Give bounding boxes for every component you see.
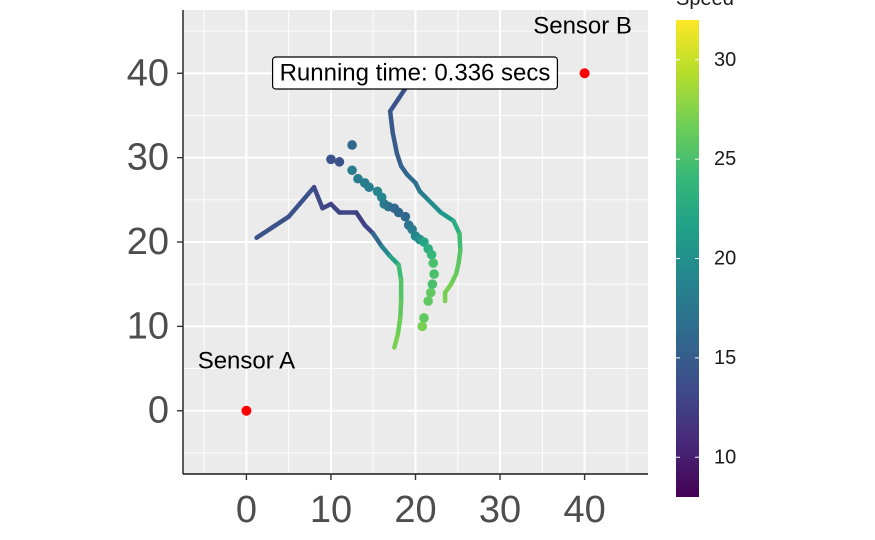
x-tick-label: 20	[394, 489, 436, 531]
x-tick-label: 30	[479, 489, 521, 531]
track-point	[419, 313, 429, 323]
track-point	[423, 296, 433, 306]
track-point	[347, 165, 357, 176]
track-segment	[387, 96, 401, 114]
legend: Speed 10 15 20 25 30	[676, 0, 736, 497]
y-tick-label: 10	[127, 305, 169, 347]
sensor-label: Sensor B	[533, 12, 632, 39]
track-segment	[395, 315, 403, 338]
legend-tick-label: 25	[714, 148, 736, 170]
track-segment	[425, 197, 444, 215]
track-point	[364, 182, 374, 192]
sensors: Sensor A Sensor B	[198, 12, 632, 416]
x-tick-label: 0	[236, 489, 257, 531]
legend-ticks: 10 15 20 25 30	[676, 49, 736, 468]
annotation-box	[271, 56, 559, 90]
track-segment	[398, 298, 404, 321]
annotation: Running time: 0.336 secs	[271, 56, 559, 90]
track-point	[347, 140, 357, 150]
track-segment	[286, 184, 317, 219]
legend-title: Speed	[676, 0, 734, 10]
track-segment	[390, 130, 400, 156]
sensor-point	[579, 68, 590, 79]
legend-tick-label: 20	[714, 248, 736, 270]
y-tick-label: 30	[127, 137, 169, 179]
track-segment	[396, 262, 404, 283]
track-segment	[370, 231, 384, 249]
legend-colorbar	[676, 20, 699, 497]
track-segment	[438, 210, 456, 224]
legend-tick-label: 15	[714, 347, 736, 369]
track-segment	[451, 218, 462, 236]
x-tick-label: 40	[563, 489, 605, 531]
sensor-label: Sensor A	[198, 348, 295, 375]
track-segment	[254, 214, 291, 241]
y-tick-label: 20	[127, 221, 169, 263]
y-tick-label: 40	[127, 52, 169, 94]
track-segment	[311, 184, 325, 211]
track-point	[334, 157, 345, 167]
track-segment	[387, 108, 395, 135]
legend-tick-label: 30	[714, 49, 736, 71]
track-point	[326, 154, 336, 165]
track-point	[427, 279, 438, 289]
track-segment	[354, 210, 368, 228]
data-layer	[254, 83, 463, 350]
track-point	[426, 249, 437, 260]
track-segment	[392, 332, 400, 350]
track-segment	[457, 231, 463, 253]
annotation-text: Running time: 0.336 secs	[280, 60, 551, 87]
track-point	[400, 211, 411, 222]
legend-tick-label: 10	[714, 446, 736, 468]
track-point	[417, 321, 428, 332]
x-tick-label: 10	[310, 489, 352, 531]
track-point	[425, 287, 436, 298]
track-point	[428, 258, 439, 268]
axes: 0 10 20 30 40 0 10 20 30 40	[127, 10, 648, 531]
y-tick-label: 0	[148, 390, 169, 432]
track-point	[429, 269, 439, 279]
sensor-point	[241, 405, 252, 416]
